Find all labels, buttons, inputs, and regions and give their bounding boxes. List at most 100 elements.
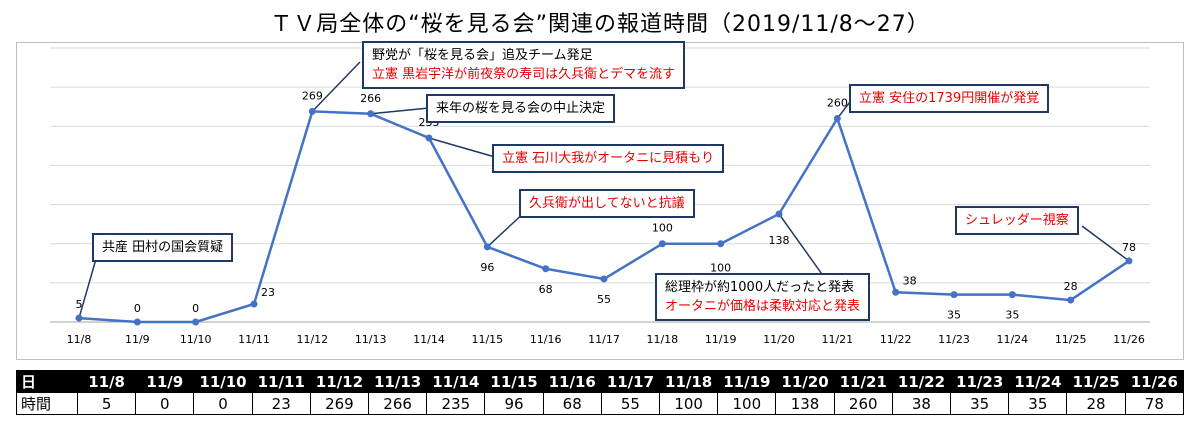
data-point	[717, 240, 725, 248]
table-header-cell: 11/14	[426, 370, 486, 393]
table-header-cell: 11/13	[368, 370, 428, 393]
x-tick-label: 11/10	[180, 333, 212, 346]
table-header-cell: 11/22	[891, 370, 952, 393]
annotation-leader	[78, 251, 99, 319]
x-tick-label: 11/25	[1055, 333, 1087, 346]
table-value-cell: 55	[600, 392, 661, 415]
data-point	[950, 291, 958, 299]
table-value-cell: 68	[542, 392, 602, 415]
table-value-cell: 260	[833, 392, 893, 415]
data-label: 269	[302, 89, 323, 102]
annotation-box: 共産 田村の国会質疑	[92, 233, 234, 262]
table-header-cell: 11/15	[484, 370, 544, 393]
data-point	[367, 110, 375, 118]
table-header-cell: 11/18	[659, 370, 719, 393]
annotation-box: 立憲 安住の1739円開催が発覚	[849, 84, 1050, 113]
annotation-text: 総理枠が約1000人だったと発表	[665, 280, 855, 295]
data-label: 0	[192, 302, 199, 315]
data-label: 78	[1122, 241, 1136, 254]
x-tick-label: 11/22	[880, 333, 912, 346]
annotation-leader	[311, 61, 361, 112]
data-point	[250, 300, 258, 308]
table-header-cell: 11/17	[600, 370, 661, 393]
table-header-cell: 11/11	[251, 370, 311, 393]
table-value-cell: 100	[717, 392, 777, 415]
annotation-box: 久兵衛が出してないと抗議	[519, 189, 695, 218]
x-tick-label: 11/19	[705, 333, 737, 346]
data-point	[658, 240, 666, 248]
data-labels: 5002326926623596685510010013826038353528…	[76, 89, 1137, 321]
data-point	[1125, 257, 1133, 265]
table-header-cell: 11/25	[1066, 370, 1126, 393]
table-value-cell: 28	[1066, 392, 1126, 415]
data-label: 35	[947, 309, 961, 322]
table-header-cell: 11/9	[135, 370, 195, 393]
x-axis-ticks: 11/8 11/9 11/10 11/11 11/12 11/13 11/14 11/15 11…	[67, 333, 1145, 346]
annotation-text: オータニが価格は柔軟対応と発表	[665, 299, 861, 314]
x-tick-label: 11/17	[588, 333, 620, 346]
data-label: 55	[597, 293, 611, 306]
table-header-cell: 11/10	[193, 370, 253, 393]
annotation-text: 野党が「桜を見る会」追及チーム発足	[372, 48, 593, 63]
x-tick-label: 11/8	[67, 333, 92, 346]
table-header-cell: 11/12	[309, 370, 370, 393]
table-value-cell: 78	[1124, 392, 1185, 415]
annotation-text: 久兵衛が出してないと抗議	[529, 196, 685, 211]
x-tick-label: 11/12	[296, 333, 328, 346]
table-value-cell: 96	[484, 392, 544, 415]
x-tick-label: 11/14	[413, 333, 445, 346]
table-row-label: 時間	[16, 392, 78, 415]
annotation-text: 立憲 黒岩宇洋が前夜祭の寿司は久兵衛とデマを流す	[372, 67, 676, 82]
data-point	[308, 107, 316, 115]
annotation-text: 共産 田村の国会質疑	[102, 240, 224, 255]
table-value-cell: 5	[76, 392, 137, 415]
annotation-box: シュレッダー視察	[955, 206, 1079, 235]
data-label: 138	[769, 234, 790, 247]
table-value-cell: 266	[368, 392, 428, 415]
table-header-cell: 11/23	[950, 370, 1010, 393]
annotation-text: 来年の桜を見る会の中止決定	[436, 101, 606, 116]
x-tick-label: 11/9	[125, 333, 150, 346]
annotation-leader	[428, 137, 496, 158]
annotation-box: 総理枠が約1000人だったと発表 オータニが価格は柔軟対応と発表	[655, 273, 871, 321]
data-label: 0	[134, 302, 141, 315]
x-tick-label: 11/18	[646, 333, 678, 346]
table-header-cell: 11/24	[1008, 370, 1068, 393]
annotation-text: シュレッダー視察	[965, 213, 1069, 228]
table-header-label: 日	[16, 370, 78, 393]
table-value-cell: 35	[950, 392, 1010, 415]
table-value-row: 時間 5 0 0 23 269 266 235 96 68 55 100 100 138 260 38 35 3…	[16, 392, 1185, 415]
data-point	[192, 318, 200, 326]
annotation-text: 立憲 安住の1739円開催が発覚	[859, 91, 1040, 106]
x-tick-label: 11/20	[763, 333, 795, 346]
data-label: 23	[261, 286, 275, 299]
data-label: 35	[1005, 309, 1019, 322]
annotation-text: 立憲 石川大我がオータニに見積もり	[502, 151, 715, 166]
table-value-cell: 269	[309, 392, 370, 415]
x-tick-label: 11/21	[821, 333, 853, 346]
data-point	[775, 210, 783, 218]
data-label: 5	[76, 298, 83, 311]
table-value-cell: 35	[1008, 392, 1068, 415]
x-tick-label: 11/26	[1113, 333, 1145, 346]
annotation-box: 野党が「桜を見る会」追及チーム発足立憲 黒岩宇洋が前夜祭の寿司は久兵衛とデマを流…	[362, 41, 686, 89]
data-point	[600, 275, 608, 283]
table-value-cell: 23	[251, 392, 311, 415]
data-table: 日 11/8 11/9 11/10 11/11 11/12 11/13 11/14 11/15…	[16, 370, 1185, 415]
data-point	[1067, 296, 1075, 304]
table-header-cell: 11/26	[1124, 370, 1185, 393]
table-value-cell: 235	[426, 392, 486, 415]
data-label: 266	[360, 92, 381, 105]
table-header-cell: 11/21	[833, 370, 893, 393]
data-label: 96	[480, 261, 494, 274]
x-tick-label: 11/24	[996, 333, 1028, 346]
x-tick-label: 11/15	[471, 333, 503, 346]
table-header-cell: 11/20	[775, 370, 835, 393]
table-header-cell: 11/8	[76, 370, 137, 393]
data-label: 28	[1064, 280, 1078, 293]
table-header-row: 日 11/8 11/9 11/10 11/11 11/12 11/13 11/14 11/15…	[16, 370, 1185, 393]
data-label: 100	[710, 262, 731, 275]
x-tick-label: 11/13	[355, 333, 387, 346]
data-label: 38	[903, 274, 917, 287]
data-point	[133, 318, 141, 326]
